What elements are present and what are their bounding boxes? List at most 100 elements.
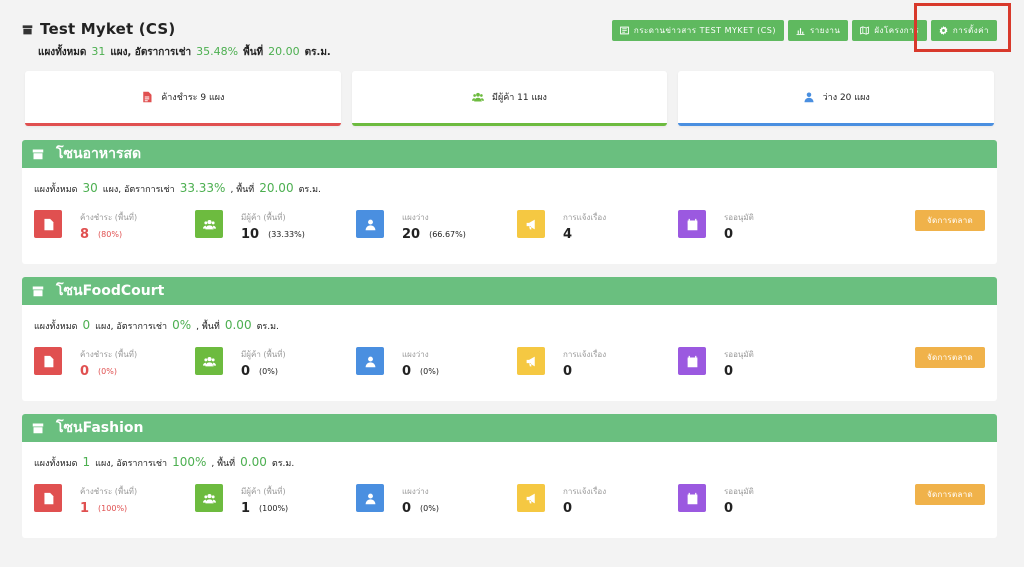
area-unit: ตร.ม. [304,47,331,58]
zone-header[interactable]: โซนFoodCourt [22,277,997,305]
occupied-percent: (0%) [259,367,278,376]
manage-market-button[interactable]: จัดการตลาด [915,484,985,505]
vacant-label: แผงว่าง [402,213,429,222]
news-board-button[interactable]: กระดานข่าวสาร TEST MYKET (CS) [611,20,784,41]
bar-chart-icon [796,26,805,35]
users-icon [203,492,216,505]
pending-label: รออนุมัติ [724,487,754,496]
settings-label: การตั้งค่า [952,26,989,35]
zone-area-value: 20.00 [259,181,294,195]
document-icon [42,355,55,368]
rate-label: แผง, อัตราการเช่า [110,47,192,58]
pending-value: 0 [724,501,734,516]
calendar-check-icon [686,492,699,505]
zone-rate-label: แผง, อัตราการเช่า [95,322,168,332]
occupied-value: 0 [241,364,251,379]
zone-rate-label: แผง, อัตราการเช่า [102,185,175,195]
total-value: 31 [91,45,106,58]
reports-label: การแจ้งเรื่อง [563,487,607,496]
pending-metric: รออนุมัติ 0 [678,484,754,516]
zone-total-label: แผงทั้งหมด [34,459,78,469]
project-summary: แผงทั้งหมด 31 แผง, อัตราการเช่า 35.48% พื้นท… [38,45,331,60]
occupied-metric: มีผู้ค้า (พื้นที่) 1 (100%) [195,484,288,516]
vacant-metric: แผงว่าง 0 (0%) [356,347,439,379]
overdue-label: ค้างชำระ (พื้นที่) [80,213,138,222]
pending-icon-box [678,484,706,512]
overdue-icon-box [34,484,62,512]
zone-summary: แผงทั้งหมด 0 แผง, อัตราการเช่า 0% , พื้นที่ 0… [34,318,279,333]
pending-icon-box [678,347,706,375]
overdue-value: 0 [80,364,90,379]
zone-header[interactable]: โซนอาหารสด [22,140,997,168]
reports-metric: การแจ้งเรื่อง 4 [517,210,606,242]
overdue-label: ค้างชำระ (พื้นที่) [80,487,138,496]
overdue-metric: ค้างชำระ (พื้นที่) 1 (100%) [34,484,137,516]
occupied-icon-box [195,347,223,375]
overdue-metric: ค้างชำระ (พื้นที่) 0 (0%) [34,347,137,379]
user-icon [364,355,377,368]
occupied-value: 1 [241,501,251,516]
zone-header[interactable]: โซนFashion [22,414,997,442]
vacant-stat-card[interactable]: ว่าง 20 แผง [678,71,995,126]
manage-market-button[interactable]: จัดการตลาด [915,210,985,231]
report-button[interactable]: รายงาน [788,20,849,41]
occupied-label: มีผู้ค้า (พื้นที่) [241,487,286,496]
area-label: พื้นที่ [243,47,264,58]
zone-rate-value: 100% [172,455,207,469]
reports-icon-box [517,347,545,375]
megaphone-icon [525,492,538,505]
zone-total-label: แผงทั้งหมด [34,185,78,195]
document-icon [141,91,153,103]
zone-area-unit: ตร.ม. [271,459,295,469]
occupied-stat-card[interactable]: มีผู้ค้า 11 แผง [351,71,668,126]
zone-summary: แผงทั้งหมด 30 แผง, อัตราการเช่า 33.33% , พื้… [34,181,321,196]
overdue-stat-card[interactable]: ค้างชำระ 9 แผง [25,71,341,126]
store-icon [32,422,44,434]
rate-value: 35.48% [196,45,239,58]
vacant-value: 0 [402,364,412,379]
user-icon [364,492,377,505]
zone-rate-label: แผง, อัตราการเช่า [95,459,168,469]
reports-metric: การแจ้งเรื่อง 0 [517,484,606,516]
zone-area-value: 0.00 [224,318,252,332]
document-icon [42,218,55,231]
overdue-value: 1 [80,501,90,516]
user-icon [364,218,377,231]
newspaper-icon [620,26,629,35]
project-map-button[interactable]: ผังโครงการ [852,20,927,41]
users-icon [472,91,484,103]
vacant-icon-box [356,347,384,375]
settings-highlight-box [914,3,1011,52]
zone-area-label: , พื้นที่ [196,322,220,332]
reports-value: 4 [563,227,573,242]
settings-button[interactable]: การตั้งค่า [930,20,997,41]
total-label: แผงทั้งหมด [38,47,87,58]
zone-rate-value: 0% [172,318,192,332]
vacant-percent: (66.67%) [429,230,466,239]
occupied-percent: (100%) [259,504,289,513]
vacant-percent: (0%) [420,504,439,513]
megaphone-icon [525,355,538,368]
store-icon [32,148,44,160]
overdue-stat-label: ค้างชำระ 9 แผง [161,93,225,103]
manage-market-button[interactable]: จัดการตลาด [915,347,985,368]
zone-area-unit: ตร.ม. [256,322,279,332]
calendar-check-icon [686,218,699,231]
vacant-label: แผงว่าง [402,487,429,496]
overdue-value: 8 [80,227,90,242]
vacant-value: 0 [402,501,412,516]
zone-total-label: แผงทั้งหมด [34,322,78,332]
store-icon [32,285,44,297]
reports-label: การแจ้งเรื่อง [563,213,607,222]
overdue-percent: (80%) [98,230,123,239]
occupied-value: 10 [241,227,260,242]
zone-summary: แผงทั้งหมด 1 แผง, อัตราการเช่า 100% , พื้นที… [34,455,294,470]
megaphone-icon [525,218,538,231]
title-row: Test Myket (CS) [22,20,175,38]
document-icon [42,492,55,505]
occupied-stat-label: มีผู้ค้า 11 แผง [492,93,547,103]
occupied-percent: (33.33%) [268,230,305,239]
zone-total-value: 1 [82,455,91,469]
stat-cards: ค้างชำระ 9 แผง มีผู้ค้า 11 แผง ว่าง 20 แ… [25,71,995,126]
report-label: รายงาน [810,26,841,35]
